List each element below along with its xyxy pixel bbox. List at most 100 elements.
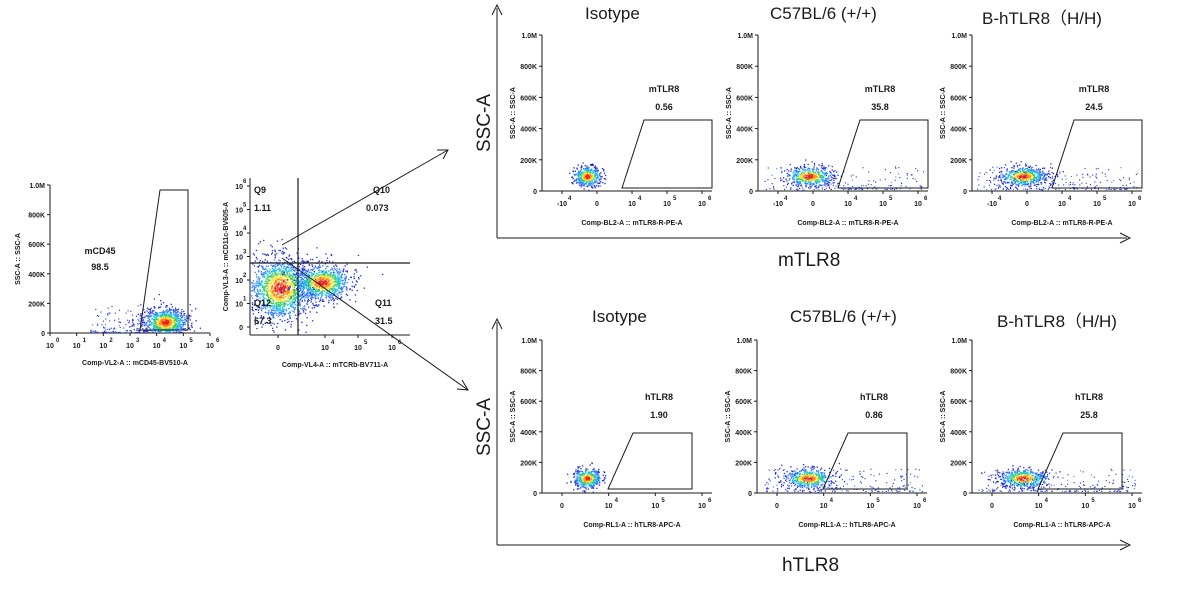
event-dot (341, 277, 342, 278)
event-dot (594, 175, 595, 176)
event-dot (770, 188, 771, 189)
event-dot (190, 319, 191, 320)
event-dot (326, 260, 327, 261)
event-dot (138, 324, 139, 325)
event-dot (814, 164, 815, 165)
event-dot (277, 277, 278, 278)
event-dot (295, 304, 296, 305)
event-dot (90, 331, 91, 332)
q12-value: 67.3 (254, 316, 272, 326)
event-dot (144, 322, 145, 323)
event-dot (118, 322, 119, 323)
event-dot (316, 294, 317, 295)
event-dot (138, 331, 139, 332)
event-dot (150, 308, 151, 309)
event-dot (1050, 177, 1051, 178)
event-dot (273, 281, 274, 282)
event-dot (289, 254, 290, 255)
event-dot (312, 269, 313, 270)
event-dot (327, 292, 328, 293)
event-dot (282, 274, 283, 275)
event-dot (335, 284, 336, 285)
event-dot (818, 176, 819, 177)
event-dot (253, 280, 254, 281)
event-dot (183, 328, 184, 329)
event-dot (268, 280, 269, 281)
event-dot (833, 182, 834, 183)
mtlr81-ytick-label: 800K (736, 64, 753, 71)
event-dot (598, 186, 599, 187)
event-dot (311, 272, 312, 273)
event-dot (163, 302, 164, 303)
event-dot (275, 300, 276, 301)
event-dot (812, 180, 813, 181)
event-dot (584, 188, 585, 189)
mtlr82-xtick-exp: 4 (1068, 196, 1072, 202)
event-dot (891, 185, 892, 186)
event-dot (277, 265, 278, 266)
event-dot (579, 185, 580, 186)
event-dot (802, 174, 803, 175)
event-dot (333, 274, 334, 275)
event-dot (783, 177, 784, 178)
event-dot (311, 275, 312, 276)
event-dot (831, 179, 832, 180)
event-dot (126, 313, 127, 314)
event-dot (335, 282, 336, 283)
event-dot (200, 328, 201, 329)
event-dot (337, 276, 338, 277)
event-dot (1005, 164, 1006, 165)
event-dot (802, 178, 803, 179)
event-dot (329, 261, 330, 262)
event-dot (106, 332, 107, 333)
event-dot (158, 331, 159, 332)
mtlr80-xtick-exp: 4 (638, 196, 642, 202)
event-dot (292, 293, 293, 294)
event-dot (306, 303, 307, 304)
event-dot (145, 324, 146, 325)
event-dot (269, 273, 270, 274)
event-dot (885, 189, 886, 190)
event-dot (302, 265, 303, 266)
event-dot (812, 174, 813, 175)
event-dot (604, 183, 605, 184)
event-dot (286, 257, 287, 258)
quad-ytick-exp: 1 (243, 297, 247, 303)
event-dot (258, 291, 259, 292)
event-dot (1053, 173, 1054, 174)
event-dot (876, 189, 877, 190)
event-dot (252, 307, 253, 308)
event-dot (144, 317, 145, 318)
event-dot (289, 274, 290, 275)
event-dot (268, 271, 269, 272)
event-dot (288, 291, 289, 292)
event-dot (307, 278, 308, 279)
event-dot (165, 315, 166, 316)
event-dot (105, 329, 106, 330)
event-dot (337, 282, 338, 283)
event-dot (178, 331, 179, 332)
event-dot (288, 259, 289, 260)
event-dot (592, 176, 593, 177)
cd45-xtick-exp: 1 (83, 338, 87, 344)
cd45-xtick-exp: 6 (216, 338, 220, 344)
event-dot (1043, 177, 1044, 178)
event-dot (255, 287, 256, 288)
event-dot (259, 278, 260, 279)
event-dot (269, 279, 270, 280)
event-dot (169, 318, 170, 319)
event-dot (154, 306, 155, 307)
event-dot (319, 269, 320, 270)
event-dot (342, 283, 343, 284)
event-dot (261, 327, 262, 328)
mtlr80-gate-name: mTLR8 (649, 84, 680, 94)
mtlr80-xtick-exp: 5 (673, 196, 677, 202)
cd45-x-label: Comp-VL2-A :: mCD45-BV510-A (82, 360, 188, 367)
event-dot (590, 185, 591, 186)
event-dot (290, 282, 291, 283)
event-dot (165, 307, 166, 308)
event-dot (153, 325, 154, 326)
event-dot (300, 280, 301, 281)
